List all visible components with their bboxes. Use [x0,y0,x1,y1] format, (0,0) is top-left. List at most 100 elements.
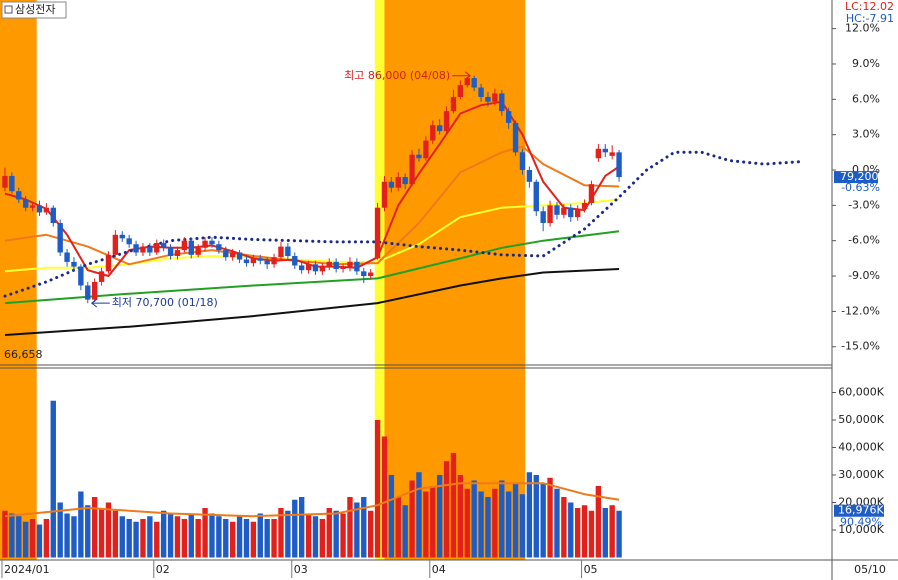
volume-bar [243,518,250,558]
candle-body [388,181,395,188]
bottom-label: 66,658 [4,348,43,361]
candle-body [423,140,429,159]
volume-bar [140,518,146,558]
x-tick-label: 02 [156,563,170,576]
highlight-band [0,0,37,560]
volume-bar [236,516,243,558]
volume-bar [471,480,477,558]
volume-bar [167,513,174,558]
candle-body [147,246,153,253]
candle-body [257,258,263,261]
moving-average-line [4,482,620,518]
x-tick-label: 2024/01 [4,563,50,576]
volume-bar [292,499,298,558]
volume-bar [533,474,539,558]
candle-body [443,111,450,132]
stock-name[interactable]: 삼성전자 [15,3,55,16]
volume-bar [105,502,112,558]
volume-bar [423,491,429,558]
candle-body [361,271,367,277]
candle-body [298,265,305,271]
candle-body [43,207,50,213]
volume-bar [340,513,346,558]
volume-bar [78,491,84,558]
volume-bar [154,521,160,558]
candle-body [485,96,491,102]
candle-body [568,207,574,218]
candle-body [540,211,546,224]
volume-bar [98,507,105,558]
volume-bar [588,510,595,558]
candle-body [478,87,484,97]
candle-body [402,177,408,185]
candle-body [229,252,236,258]
volume-bar [402,505,408,558]
candle-body [50,207,56,224]
candle-body [588,184,595,204]
volume-bar [450,452,457,558]
volume-bar [91,496,98,558]
volume-ratio-label: 90.49% [840,516,882,529]
volume-bar [519,494,526,558]
x-tick-label: 03 [294,563,308,576]
stock-name-box[interactable] [1,1,67,19]
last-volume-label: 16,976K [838,504,884,517]
volume-bar [616,510,622,558]
candle-body [223,250,229,258]
candle-body [202,240,208,248]
volume-bar [492,488,498,558]
candle-body [450,96,457,112]
candle-body [216,244,222,251]
volume-bar [505,491,512,558]
volume-bar [202,507,208,558]
candle-body [188,240,194,255]
volume-bar [581,505,588,558]
volume-bar [285,510,291,558]
candle-body [167,247,174,257]
candle-body [174,250,181,257]
candle-body [126,238,132,245]
last-price-badge [834,171,878,184]
volume-bar [174,516,181,558]
y-tick-label: -6.0% [848,234,880,247]
candle-body [57,223,63,253]
candle-body [602,148,608,153]
candle-body [319,266,326,272]
candle-body [271,257,277,265]
volume-bar [464,488,470,558]
volume-bar [430,485,436,558]
candle-body [85,285,91,300]
candle-body [492,93,498,102]
candle-body [160,243,167,248]
y-tick-label: 3.0% [852,128,880,141]
volume-bar [485,496,491,558]
candle-body [195,247,201,255]
volume-bar [361,496,367,558]
candle-body [595,148,602,159]
candle-body [499,93,505,112]
volume-bar [333,510,339,558]
volume-bar [443,461,450,558]
candle-body [78,266,84,286]
volume-bar [416,472,422,558]
y-tick-label: 10,000K [838,523,884,536]
hc-label: HC:-7.91 [846,12,894,25]
candle-body [91,281,98,300]
candle-body [581,203,588,209]
volume-bar [223,518,229,558]
volume-bar [271,518,277,558]
annotation-arrow [90,298,110,308]
volume-bar [29,518,36,558]
volume-bar [319,518,326,558]
volume-bar [547,477,553,558]
checkbox[interactable] [4,5,13,14]
volume-bar [112,510,119,558]
volume-bar [554,488,560,558]
volume-bar [436,474,443,558]
candle-body [616,152,622,178]
last-volume-badge [834,504,884,517]
volume-bar [119,516,125,558]
